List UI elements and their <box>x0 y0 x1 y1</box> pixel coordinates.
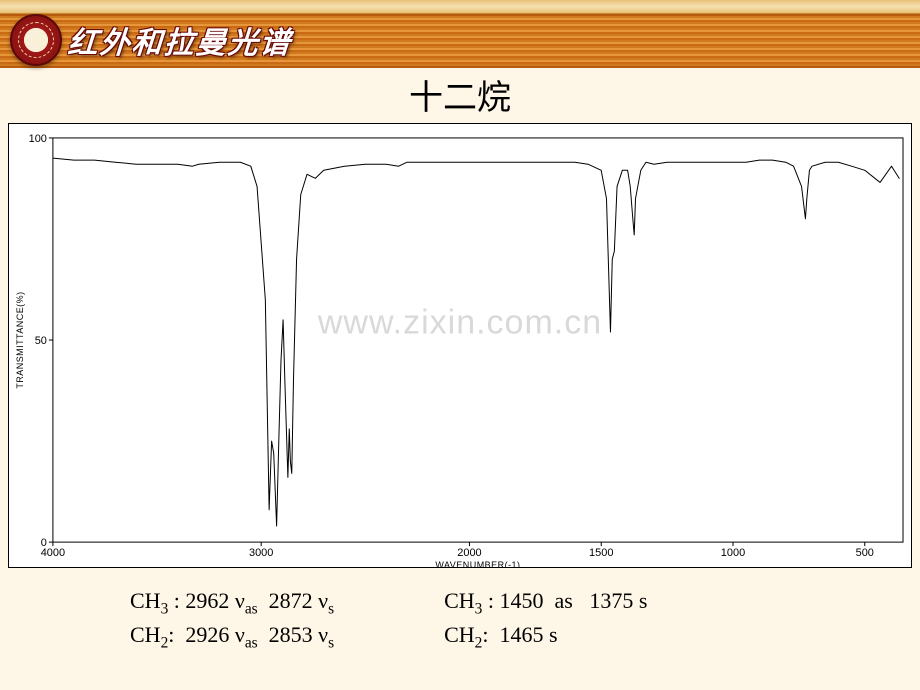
svg-text:3000: 3000 <box>249 547 273 559</box>
spectrum-svg: 05010040003000200015001000500WAVENUMBER(… <box>9 124 911 567</box>
svg-text:2000: 2000 <box>457 547 481 559</box>
annotation-line: CH3 : 1450 as 1375 s <box>444 586 647 620</box>
annotations-right-column: CH3 : 1450 as 1375 sCH2: 1465 s <box>444 586 647 654</box>
university-seal-icon <box>10 14 62 66</box>
svg-text:500: 500 <box>856 547 874 559</box>
annotation-line: CH2: 2926 νas 2853 νs <box>130 620 334 654</box>
ir-spectrum-chart: 05010040003000200015001000500WAVENUMBER(… <box>8 123 912 568</box>
svg-text:WAVENUMBER(-1): WAVENUMBER(-1) <box>435 560 520 567</box>
logo-text: 红外和拉曼光谱 <box>66 18 293 62</box>
svg-text:100: 100 <box>29 133 47 145</box>
header-band: 红外和拉曼光谱 <box>0 14 920 68</box>
annotation-line: CH2: 1465 s <box>444 620 647 654</box>
svg-text:1500: 1500 <box>589 547 613 559</box>
logo-block: 红外和拉曼光谱 <box>10 10 292 70</box>
peak-annotations: CH3 : 2962 νas 2872 νsCH2: 2926 νas 2853… <box>130 586 920 654</box>
slide-title: 十二烷 <box>0 70 920 119</box>
svg-text:1000: 1000 <box>721 547 745 559</box>
annotation-line: CH3 : 2962 νas 2872 νs <box>130 586 334 620</box>
annotations-left-column: CH3 : 2962 νas 2872 νsCH2: 2926 νas 2853… <box>130 586 334 654</box>
svg-text:50: 50 <box>35 335 47 347</box>
svg-text:TRANSMITTANCE(%): TRANSMITTANCE(%) <box>15 291 25 388</box>
svg-text:4000: 4000 <box>41 547 65 559</box>
